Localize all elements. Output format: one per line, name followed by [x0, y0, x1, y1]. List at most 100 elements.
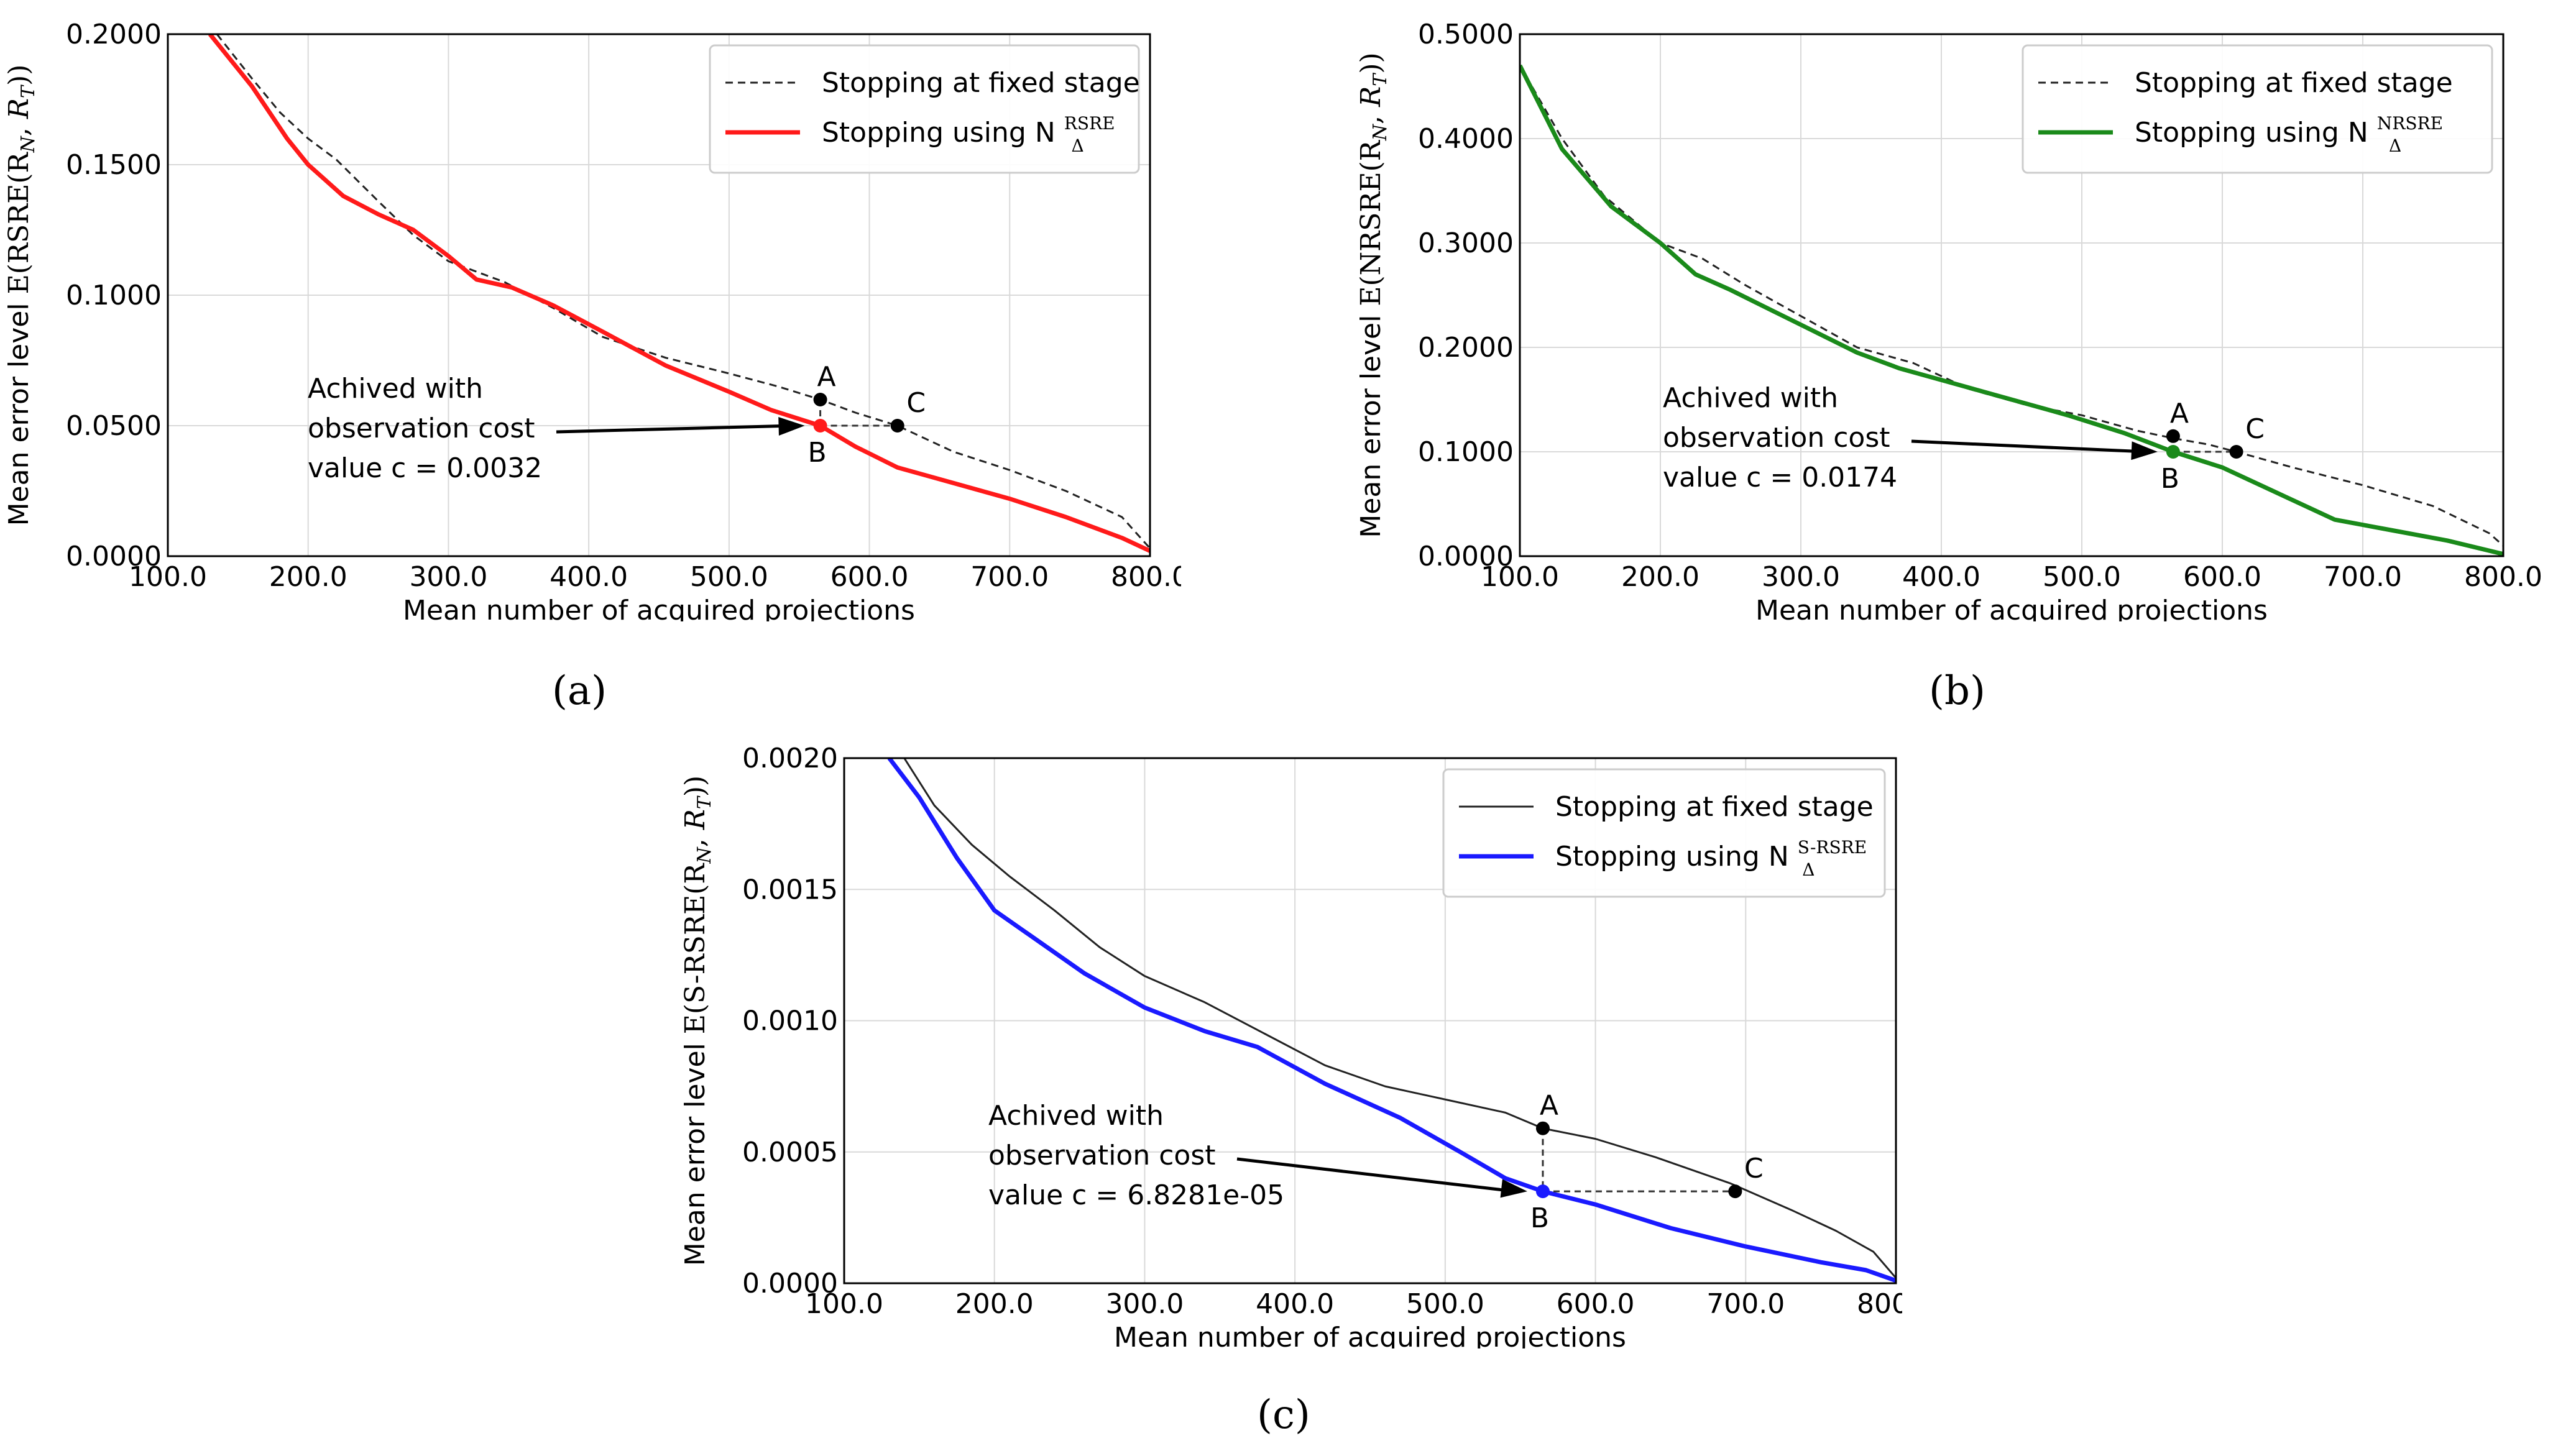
- x-tick-label: 300.0: [1762, 561, 1840, 593]
- y-tick-label: 0.2000: [1418, 332, 1514, 364]
- y-tick-label: 0.0010: [742, 1005, 838, 1037]
- x-tick-label: 700.0: [970, 561, 1049, 593]
- y-tick-label: 0.0000: [66, 541, 162, 572]
- point-label-a: A: [817, 361, 836, 393]
- point-c: [1728, 1184, 1742, 1199]
- annotation-text: observation cost: [1663, 422, 1890, 454]
- y-tick-label: 0.2000: [66, 19, 162, 50]
- x-tick-label: 600.0: [2183, 561, 2261, 593]
- chart-b: 100.0 200.0 300.0 400.0 500.0 600.0 700.0 800.0…: [1355, 19, 2542, 621]
- point-b: [813, 419, 827, 433]
- point-c: [2229, 445, 2243, 459]
- annotation-text: observation cost: [308, 413, 535, 444]
- y-axis-label: Mean error level E(RSRE(RN, RT)): [3, 65, 39, 526]
- x-tick-label: 800.0: [2464, 561, 2542, 593]
- annotation-text: observation cost: [988, 1140, 1216, 1171]
- point-b: [1535, 1184, 1550, 1199]
- series-adaptive-line: [208, 34, 1150, 553]
- y-tick-label: 0.0005: [742, 1137, 838, 1168]
- y-tick-label: 0.1000: [1418, 436, 1514, 468]
- x-tick-label: 700.0: [1706, 1288, 1785, 1320]
- y-axis-label: Mean error level E(S-RSRE(RN, RT)): [684, 776, 715, 1266]
- x-tick-label: 800.0: [1111, 561, 1181, 593]
- annotation-arrowhead: [1500, 1179, 1527, 1198]
- y-tick-label: 0.5000: [1418, 19, 1514, 50]
- plot-area: [208, 34, 1150, 553]
- x-tick-label: 300.0: [409, 561, 487, 593]
- legend-label-fixed: Stopping at fixed stage: [1555, 791, 1874, 823]
- series-adaptive-line: [1520, 64, 2503, 556]
- point-b: [2166, 445, 2180, 459]
- annotation-text: Achived with: [308, 373, 483, 405]
- annotation-text: Achived with: [988, 1100, 1164, 1132]
- point-a: [1535, 1121, 1550, 1135]
- y-tick-label: 0.0000: [1418, 541, 1514, 572]
- annotation-arrowhead: [778, 417, 805, 436]
- annotation-arrowhead: [2131, 441, 2158, 460]
- series-fixed-stage-line: [216, 34, 1150, 549]
- caption-a: (a): [552, 668, 607, 714]
- point-label-c: C: [1744, 1153, 1764, 1184]
- x-axis-label: Mean number of acquired projections: [403, 595, 915, 621]
- y-tick-label: 0.1500: [66, 149, 162, 181]
- annotation-text: value c = 0.0174: [1663, 462, 1897, 493]
- x-tick-label: 600.0: [1557, 1288, 1635, 1320]
- y-tick-label: 0.1000: [66, 280, 162, 311]
- x-tick-label: 600.0: [830, 561, 909, 593]
- plot-area: [887, 758, 1896, 1283]
- x-tick-label: 500.0: [2043, 561, 2121, 593]
- point-label-b: B: [1530, 1202, 1549, 1234]
- legend-box: [2022, 44, 2493, 174]
- annotation-arrow: [556, 424, 793, 434]
- plot-area: [1520, 64, 2503, 556]
- x-tick-label: 500.0: [1406, 1288, 1484, 1320]
- x-tick-label: 100.0: [805, 1288, 883, 1320]
- x-tick-label: 200.0: [1621, 561, 1700, 593]
- x-axis-label: Mean number of acquired projections: [1114, 1322, 1626, 1348]
- x-tick-label: 100.0: [1481, 561, 1559, 593]
- legend-box: [1442, 768, 1886, 898]
- x-tick-label: 500.0: [690, 561, 768, 593]
- point-a: [2166, 429, 2180, 443]
- x-tick-label: 400.0: [1902, 561, 1980, 593]
- x-axis-label: Mean number of acquired projections: [1755, 595, 2268, 621]
- chart-c: 100.0 200.0 300.0 400.0 500.0 600.0 700.0 800.0…: [684, 743, 1902, 1348]
- x-tick-label: 100.0: [129, 561, 207, 593]
- y-tick-label: 0.4000: [1418, 123, 1514, 155]
- axes-frame: [167, 33, 1151, 557]
- legend-label-fixed: Stopping at fixed stage: [2135, 67, 2453, 99]
- point-label-a: A: [2170, 398, 2189, 429]
- y-tick-label: 0.0500: [66, 410, 162, 442]
- x-tick-label: 200.0: [955, 1288, 1034, 1320]
- point-label-c: C: [2245, 413, 2265, 445]
- series-adaptive-line: [887, 758, 1896, 1283]
- x-tick-label: 300.0: [1105, 1288, 1184, 1320]
- series-fixed-stage-line: [903, 758, 1896, 1279]
- point-label-c: C: [906, 387, 926, 419]
- y-tick-label: 0.3000: [1418, 227, 1514, 259]
- y-tick-label: 0.0020: [742, 743, 838, 774]
- x-tick-label: 700.0: [2324, 561, 2402, 593]
- y-tick-label: 0.0000: [742, 1268, 838, 1299]
- x-tick-label: 400.0: [550, 561, 628, 593]
- annotation-text: Achived with: [1663, 382, 1838, 414]
- annotation-text: value c = 6.8281e-05: [988, 1179, 1284, 1211]
- x-tick-label: 400.0: [1256, 1288, 1334, 1320]
- y-tick-label: 0.0015: [742, 874, 838, 905]
- point-label-b: B: [2161, 463, 2179, 495]
- axes-frame: [1519, 33, 2505, 557]
- point-label-a: A: [1540, 1090, 1558, 1122]
- annotation-arrow: [1911, 439, 2146, 454]
- annotation-arrow: [1236, 1157, 1516, 1193]
- legend-label-fixed: Stopping at fixed stage: [822, 67, 1140, 99]
- axes-frame: [843, 757, 1897, 1284]
- caption-c: (c): [1257, 1392, 1310, 1438]
- x-tick-label: 800.0: [1857, 1288, 1902, 1320]
- annotation-text: value c = 0.0032: [308, 452, 542, 484]
- caption-b: (b): [1929, 668, 1985, 714]
- legend-box: [709, 44, 1140, 174]
- x-tick-label: 200.0: [269, 561, 347, 593]
- point-c: [890, 419, 904, 433]
- chart-a: 100.0 200.0 300.0 400.0 500.0 600.0 700.0 800.0…: [3, 19, 1181, 621]
- point-a: [813, 393, 827, 406]
